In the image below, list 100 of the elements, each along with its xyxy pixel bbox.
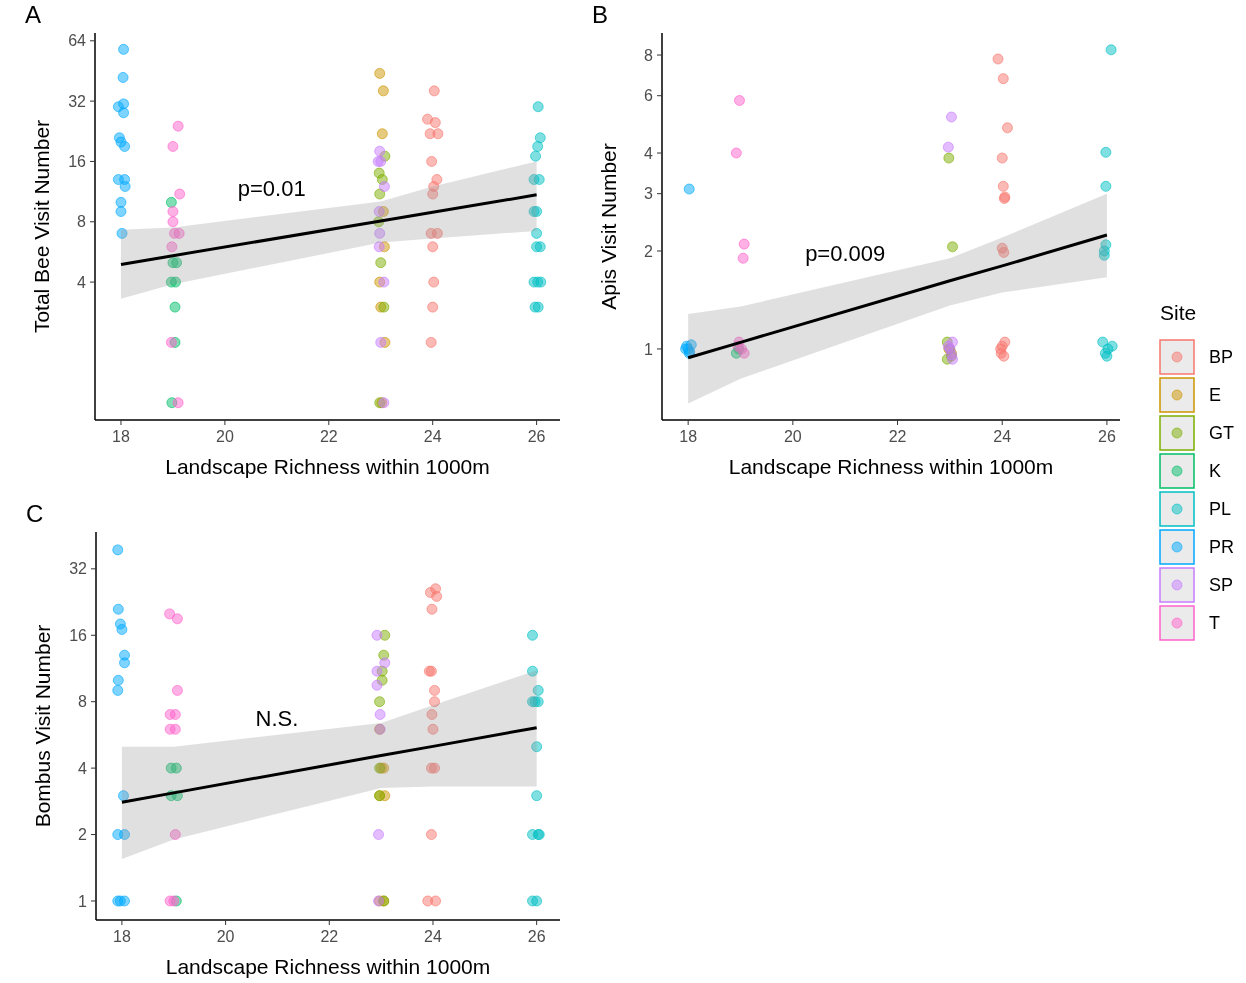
point xyxy=(431,590,443,602)
point xyxy=(429,684,441,696)
y-tick-label: 8 xyxy=(77,213,87,231)
y-tick-label: 64 xyxy=(68,32,87,50)
point xyxy=(428,276,440,288)
point xyxy=(112,674,124,686)
y-tick-label: 32 xyxy=(68,92,87,110)
point xyxy=(117,71,129,83)
x-tick-label: 20 xyxy=(783,428,802,445)
legend-label: BP xyxy=(1209,347,1234,368)
point xyxy=(992,53,1004,65)
point xyxy=(425,829,437,841)
point xyxy=(425,336,437,348)
point xyxy=(172,120,184,132)
point xyxy=(112,684,124,696)
point xyxy=(164,608,176,620)
point xyxy=(531,790,543,802)
point xyxy=(112,174,124,185)
point xyxy=(167,216,179,228)
y-axis-title: Total Bee Visit Number xyxy=(30,119,53,334)
point xyxy=(377,85,389,97)
point xyxy=(737,252,749,264)
point xyxy=(171,684,183,696)
point xyxy=(169,723,181,735)
x-tick-label: 20 xyxy=(215,428,234,445)
point xyxy=(174,188,186,200)
annotation: N.S. xyxy=(255,705,299,731)
point xyxy=(430,895,442,907)
x-axis-title: Landscape Richness within 1000m xyxy=(165,955,491,978)
point xyxy=(119,657,131,669)
point xyxy=(532,101,544,113)
x-tick-label: 18 xyxy=(679,428,698,445)
line-series xyxy=(120,726,539,804)
annotation: p=0.009 xyxy=(805,241,886,267)
y-tick-label: 4 xyxy=(77,273,87,291)
point xyxy=(997,180,1009,192)
point xyxy=(165,196,177,208)
annotation: p=0.01 xyxy=(237,175,306,201)
x-tick-label: 22 xyxy=(888,428,907,445)
point xyxy=(531,227,543,239)
x-tick-label: 20 xyxy=(216,928,235,945)
point xyxy=(738,238,750,250)
point xyxy=(172,397,184,409)
point xyxy=(427,301,439,313)
x-tick-label: 26 xyxy=(527,928,546,945)
point xyxy=(1097,336,1109,348)
point xyxy=(532,141,544,152)
y-tick-label: 8 xyxy=(78,693,88,711)
point xyxy=(112,603,124,615)
point xyxy=(374,67,386,79)
y-tick-label: 32 xyxy=(69,560,88,578)
y-tick-label: 4 xyxy=(78,759,88,777)
x-tick-label: 18 xyxy=(113,928,131,945)
point xyxy=(374,188,386,200)
point xyxy=(730,147,742,159)
point xyxy=(119,141,131,152)
point xyxy=(371,665,383,677)
point xyxy=(119,895,131,907)
x-tick-label: 24 xyxy=(993,428,1012,445)
y-tick-label: 16 xyxy=(68,153,87,171)
point xyxy=(530,150,542,162)
legend-label: K xyxy=(1209,461,1222,482)
legend-label: SP xyxy=(1209,575,1234,596)
point xyxy=(115,206,127,217)
point xyxy=(375,257,387,269)
chart-title: A xyxy=(25,1,42,28)
point xyxy=(943,152,955,164)
y-tick-label: 1 xyxy=(78,892,88,910)
point xyxy=(118,43,130,55)
point xyxy=(375,336,387,348)
y-tick-label: 2 xyxy=(78,826,88,844)
point xyxy=(426,155,438,167)
point xyxy=(997,73,1009,85)
point xyxy=(531,895,543,907)
point xyxy=(996,152,1008,164)
y-axis-title: Bombus Visit Number xyxy=(31,624,54,828)
x-tick-label: 26 xyxy=(1098,428,1116,445)
x-tick-label: 24 xyxy=(423,428,442,445)
point xyxy=(1105,44,1117,56)
y-tick-label: 2 xyxy=(644,242,654,260)
x-tick-label: 22 xyxy=(319,428,338,445)
legend-label: E xyxy=(1209,385,1222,406)
point xyxy=(373,241,385,253)
y-tick-label: 4 xyxy=(644,144,654,162)
point xyxy=(1001,122,1013,134)
point xyxy=(534,132,546,144)
point xyxy=(527,629,539,641)
x-tick-label: 24 xyxy=(424,928,442,945)
point xyxy=(426,603,438,615)
point xyxy=(428,85,440,97)
y-tick-label: 1 xyxy=(644,340,654,358)
y-tick-label: 16 xyxy=(69,626,88,644)
point xyxy=(376,128,388,140)
point xyxy=(374,696,386,708)
point xyxy=(119,180,131,192)
point xyxy=(733,95,745,106)
legend-label: PL xyxy=(1209,499,1232,520)
point xyxy=(1100,146,1112,158)
point xyxy=(378,180,390,192)
point xyxy=(432,128,444,140)
